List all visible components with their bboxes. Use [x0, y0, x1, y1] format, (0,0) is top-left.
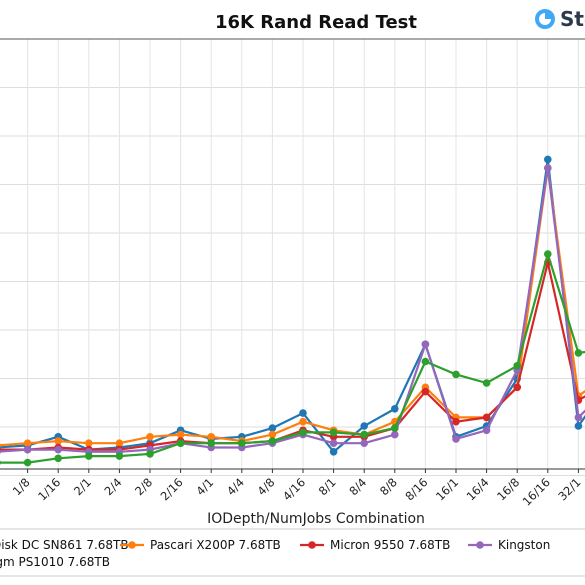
x-tick-label: 16/8	[494, 475, 522, 503]
site-logo: Sto	[535, 7, 585, 31]
data-point-pascari-x200p-7-68tb	[176, 430, 185, 439]
x-tick-label: 4/16	[280, 475, 308, 503]
logo-text: Sto	[560, 7, 585, 31]
data-point-igm-ps1010-7-68tb	[0, 460, 1, 465]
x-tick-label: 2/16	[158, 475, 186, 503]
legend-label: Kingston	[498, 538, 550, 552]
data-point-pascari-x200p-7-68tb	[207, 433, 215, 441]
data-point-kingston	[452, 435, 460, 443]
data-point-igm-ps1010-7-68tb	[54, 454, 62, 463]
data-point-micron-9550-7-68tb	[421, 387, 430, 396]
series-line-pascari-x200p-7-68tb	[0, 167, 585, 447]
data-point-disk-dc-sn861-7-68tb	[574, 422, 583, 430]
x-tick-label: 8/4	[346, 475, 369, 498]
legend-item-pascari-x200p-7-68tb: Pascari X200P 7.68TB	[120, 538, 281, 552]
data-point-disk-dc-sn861-7-68tb	[391, 405, 399, 413]
data-point-micron-9550-7-68tb	[482, 413, 491, 422]
data-point-igm-ps1010-7-68tb	[238, 439, 246, 448]
data-point-pascari-x200p-7-68tb	[23, 439, 32, 448]
legend-item-kingston: Kingston	[468, 538, 550, 552]
data-point-pascari-x200p-7-68tb	[0, 443, 1, 448]
data-point-igm-ps1010-7-68tb	[115, 452, 124, 460]
x-tick-label: 1/8	[10, 475, 33, 498]
data-point-igm-ps1010-7-68tb	[299, 428, 307, 437]
data-point-kingston	[0, 449, 1, 455]
x-tick-label: 8/16	[402, 475, 430, 503]
series-line-micron-9550-7-68tb	[0, 262, 585, 451]
data-point-kingston	[574, 413, 583, 422]
data-point-igm-ps1010-7-68tb	[207, 439, 215, 448]
series-line-kingston	[0, 167, 585, 453]
legend: Disk DC SN861 7.68TB Pascari X200P 7.68TB…	[0, 528, 585, 577]
data-point-pascari-x200p-7-68tb	[115, 439, 124, 448]
x-tick-label: 8/1	[316, 475, 339, 498]
data-point-pascari-x200p-7-68tb	[85, 439, 93, 448]
data-point-micron-9550-7-68tb	[452, 417, 460, 426]
x-tick-label: 4/8	[255, 475, 278, 498]
data-point-igm-ps1010-7-68tb	[513, 362, 521, 370]
x-tick-label: 32/1	[555, 475, 583, 503]
x-tick-label: 8/8	[377, 475, 400, 498]
x-tick-label: 2/8	[132, 475, 155, 498]
data-point-kingston	[329, 439, 338, 448]
data-point-pascari-x200p-7-68tb	[268, 430, 277, 439]
data-point-pascari-x200p-7-68tb	[54, 437, 62, 445]
legend-marker	[128, 541, 136, 549]
data-point-kingston	[54, 445, 62, 454]
data-point-pascari-x200p-7-68tb	[299, 417, 307, 426]
data-point-igm-ps1010-7-68tb	[360, 430, 369, 439]
data-point-igm-ps1010-7-68tb	[268, 437, 277, 445]
legend-item-igm-ps1010-7-68tb: igm PS1010 7.68TB	[0, 555, 110, 569]
legend-label: Micron 9550 7.68TB	[330, 538, 450, 552]
legend-marker	[308, 541, 316, 549]
legend-label: Disk DC SN861 7.68TB	[0, 538, 129, 552]
legend-item-disk-dc-sn861-7-68tb: Disk DC SN861 7.68TB	[0, 538, 129, 552]
data-point-igm-ps1010-7-68tb	[452, 370, 460, 379]
x-tick-label: 4/1	[193, 475, 216, 498]
data-point-kingston	[360, 439, 369, 448]
x-tick-label: 2/1	[71, 475, 94, 498]
data-point-disk-dc-sn861-7-68tb	[329, 448, 338, 456]
legend-label: Pascari X200P 7.68TB	[150, 538, 281, 552]
data-point-igm-ps1010-7-68tb	[146, 450, 154, 458]
x-tick-label: 1/16	[35, 475, 63, 503]
x-tick-label: 2/4	[102, 475, 125, 498]
data-point-igm-ps1010-7-68tb	[482, 379, 491, 387]
data-point-igm-ps1010-7-68tb	[391, 424, 399, 432]
data-point-igm-ps1010-7-68tb	[23, 458, 32, 467]
x-axis-label: IODepth/NumJobs Combination	[207, 511, 425, 527]
data-point-kingston	[391, 430, 399, 439]
x-tick-label: 16/16	[520, 475, 553, 508]
data-point-disk-dc-sn861-7-68tb	[544, 155, 552, 164]
plot-area	[0, 38, 585, 476]
data-point-igm-ps1010-7-68tb	[574, 349, 583, 357]
data-point-igm-ps1010-7-68tb	[85, 452, 93, 460]
series-line-igm-ps1010-7-68tb	[0, 250, 585, 464]
x-tick-label: 4/4	[224, 475, 247, 498]
legend-item-micron-9550-7-68tb: Micron 9550 7.68TB	[300, 538, 450, 552]
data-point-kingston	[23, 445, 32, 454]
data-point-disk-dc-sn861-7-68tb	[268, 424, 277, 432]
data-point-kingston	[482, 426, 491, 435]
data-point-disk-dc-sn861-7-68tb	[299, 409, 307, 417]
data-point-micron-9550-7-68tb	[513, 383, 521, 392]
logo-icon-notch	[539, 13, 551, 25]
data-point-pascari-x200p-7-68tb	[146, 433, 154, 441]
x-tick-label: 16/4	[464, 475, 492, 503]
data-point-disk-dc-sn861-7-68tb	[360, 422, 369, 430]
data-point-kingston	[421, 340, 430, 349]
legend-label: igm PS1010 7.68TB	[0, 555, 110, 569]
data-point-igm-ps1010-7-68tb	[421, 357, 430, 366]
legend-marker	[476, 541, 484, 549]
data-point-igm-ps1010-7-68tb	[176, 439, 185, 448]
x-axis-ticks: 1/8 1/16 2/1 2/4 2/8 2/16 4/1 4/4 4/8 4/16 8/1 8/4 8…	[10, 469, 584, 509]
data-point-kingston	[544, 164, 552, 172]
x-tick-label: 16/1	[433, 475, 461, 503]
chart-title: 16K Rand Read Test	[215, 12, 417, 33]
data-point-igm-ps1010-7-68tb	[544, 250, 552, 258]
data-point-igm-ps1010-7-68tb	[329, 428, 338, 437]
